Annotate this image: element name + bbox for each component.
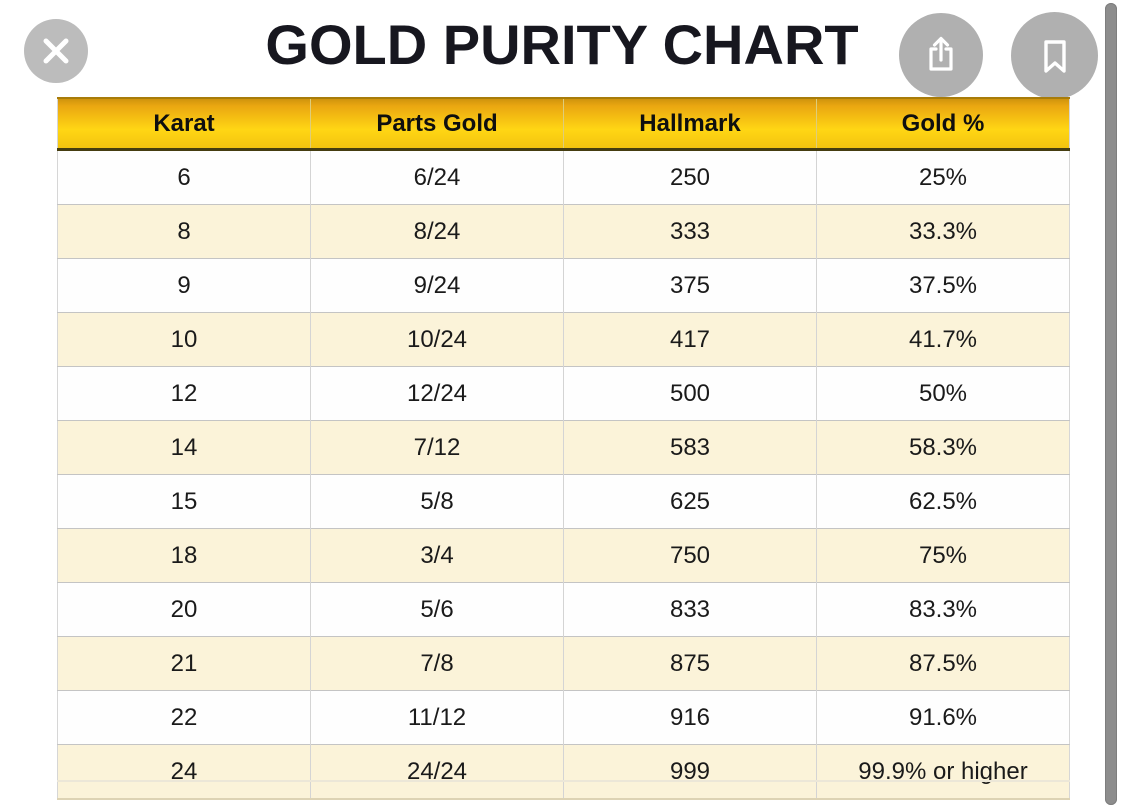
table-cell: 75% [816,528,1070,583]
table-cell: 9 [57,258,311,313]
table-row: 10 10/24 417 41.7% [57,312,1070,367]
table-row: 22 11/12 916 91.6% [57,690,1070,745]
table-row: 9 9/24 375 37.5% [57,258,1070,313]
table-cell: 91.6% [816,690,1070,745]
table-row: 12 12/24 500 50% [57,366,1070,421]
table-cell: 583 [563,420,817,475]
close-button[interactable] [24,19,88,83]
table-cell: 417 [563,312,817,367]
table-cell: 83.3% [816,582,1070,637]
table-body: 6 6/24 250 25% 8 8/24 333 33.3% 9 9/24 3… [57,149,1070,800]
table-cell: 12 [57,366,311,421]
table-cell: 25% [816,149,1070,205]
table-cell: 37.5% [816,258,1070,313]
table-cell: 8/24 [310,204,564,259]
bookmark-icon [1032,33,1078,79]
header-hallmark: Hallmark [563,97,817,151]
table-cell: 375 [563,258,817,313]
table-cell: 20 [57,582,311,637]
table-cell: 10/24 [310,312,564,367]
table-cell: 9/24 [310,258,564,313]
share-button[interactable] [899,13,983,97]
table-row: 24 24/24 999 99.9% or higher [57,744,1070,800]
table-cell: 7/12 [310,420,564,475]
gold-purity-table: Karat Parts Gold Hallmark Gold % 6 6/24 … [57,97,1070,800]
table-cell: 333 [563,204,817,259]
table-row: 15 5/8 625 62.5% [57,474,1070,529]
header-gold-pct: Gold % [816,97,1070,151]
table-cell: 5/8 [310,474,564,529]
table-cell: 33.3% [816,204,1070,259]
table-row: 14 7/12 583 58.3% [57,420,1070,475]
vertical-scrollbar[interactable] [1105,3,1117,805]
close-icon [39,34,73,68]
table-row: 8 8/24 333 33.3% [57,204,1070,259]
table-cell: 250 [563,149,817,205]
table-cell: 14 [57,420,311,475]
table-row: 21 7/8 875 87.5% [57,636,1070,691]
table-cell: 916 [563,690,817,745]
table-header-row: Karat Parts Gold Hallmark Gold % [57,97,1070,151]
table-cell: 3/4 [310,528,564,583]
table-cell: 500 [563,366,817,421]
table-cell: 50% [816,366,1070,421]
table-cell: 625 [563,474,817,529]
table-cell: 62.5% [816,474,1070,529]
table-cell: 87.5% [816,636,1070,691]
table-cell: 22 [57,690,311,745]
page-title: GOLD PURITY CHART [265,13,859,76]
table-row: 20 5/6 833 83.3% [57,582,1070,637]
table-cell: 10 [57,312,311,367]
table-cell: 833 [563,582,817,637]
table-cell: 999 [563,744,817,800]
table-cell: 8 [57,204,311,259]
table-cell: 21 [57,636,311,691]
table-cell: 11/12 [310,690,564,745]
table-cell: 7/8 [310,636,564,691]
page-bottom-divider [57,780,1070,782]
table-cell: 58.3% [816,420,1070,475]
header-parts-gold: Parts Gold [310,97,564,151]
table-cell: 5/6 [310,582,564,637]
table-cell: 6 [57,149,311,205]
bookmark-button[interactable] [1011,12,1098,99]
table-row: 6 6/24 250 25% [57,149,1070,205]
table-cell: 15 [57,474,311,529]
table-header: Karat Parts Gold Hallmark Gold % [57,97,1070,151]
share-icon [919,33,963,77]
header-karat: Karat [57,97,311,151]
table-cell: 24 [57,744,311,800]
table-cell: 6/24 [310,149,564,205]
table-cell: 750 [563,528,817,583]
table-cell: 18 [57,528,311,583]
table-cell: 41.7% [816,312,1070,367]
table-cell: 12/24 [310,366,564,421]
table-cell: 875 [563,636,817,691]
table-cell: 99.9% or higher [816,744,1070,800]
table-row: 18 3/4 750 75% [57,528,1070,583]
table-cell: 24/24 [310,744,564,800]
